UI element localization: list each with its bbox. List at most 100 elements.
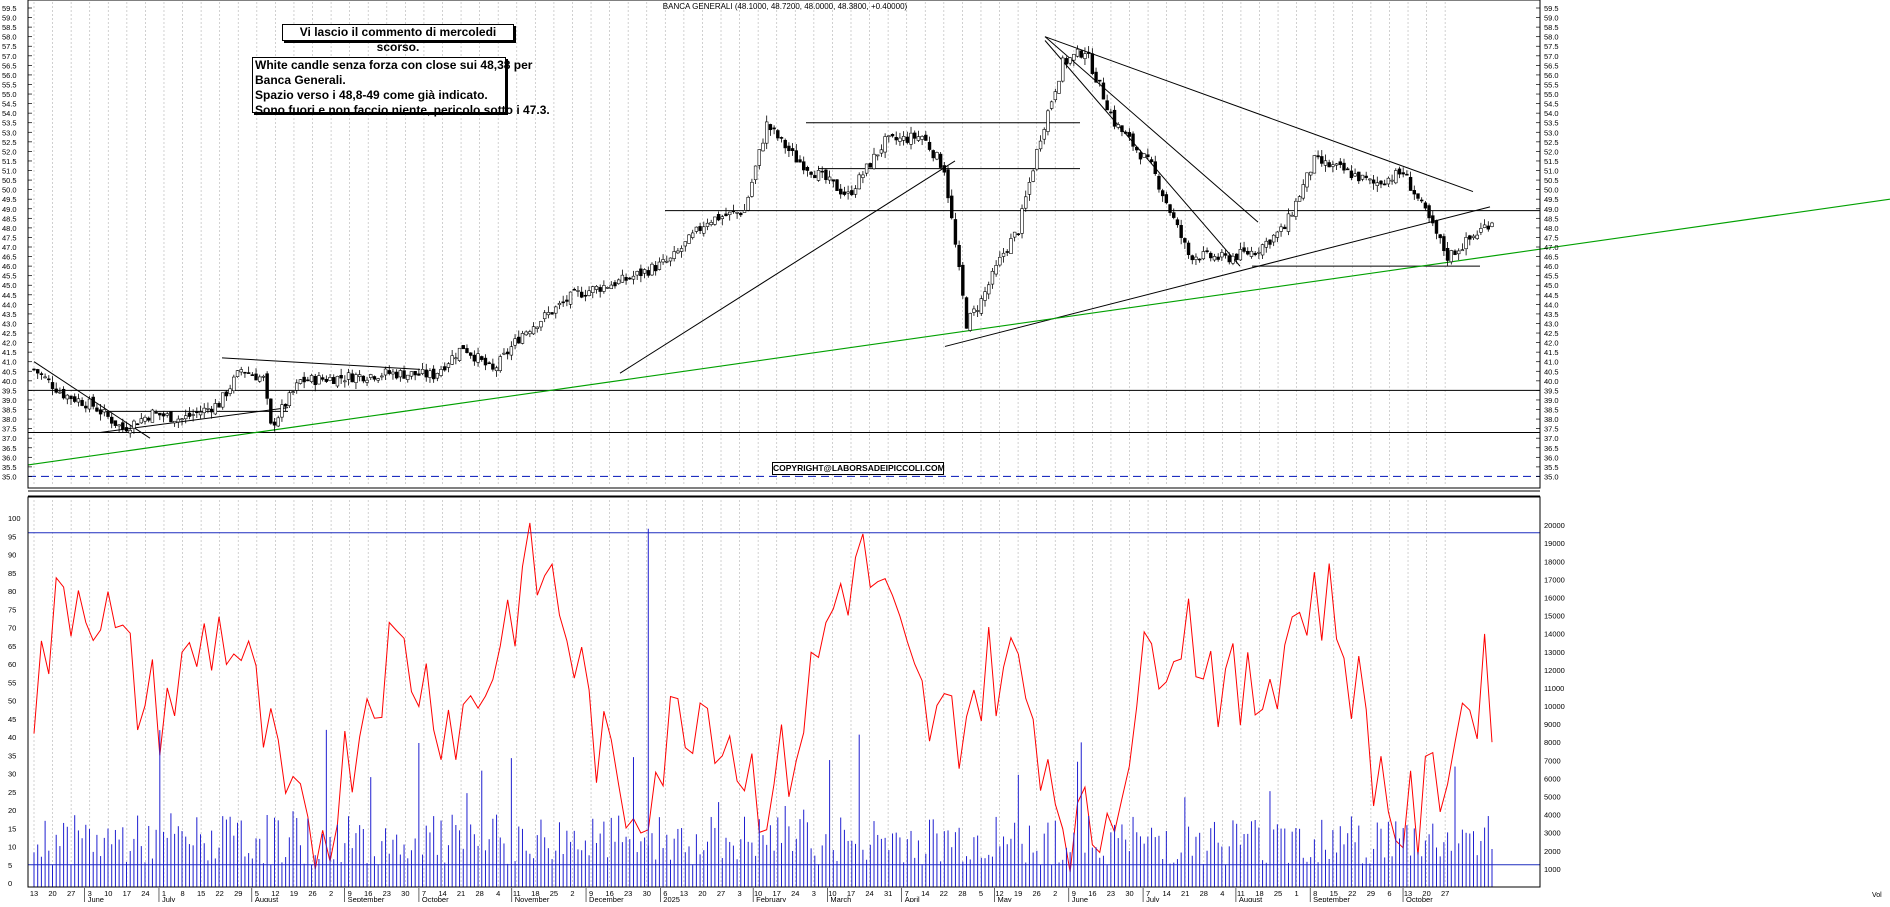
candle-body [394,371,399,379]
x-tick-label: 14 [921,889,929,898]
y-tick-label-left: 39.5 [2,386,17,395]
candle-body [1486,225,1490,230]
candle-body [1390,179,1394,182]
x-tick-label: 22 [1348,889,1356,898]
vol-tick-label: 13000 [1544,648,1565,657]
x-tick-label: 8 [180,889,184,898]
candle-body [1271,234,1276,243]
y-tick-label-right: 38.5 [1544,406,1559,415]
y-tick-label-left: 53.0 [2,128,17,137]
candle-body [1464,237,1468,250]
candle-body [1412,190,1416,195]
candle-body [1442,236,1446,252]
y-tick-label-right: 50.0 [1544,186,1559,195]
y-tick-label-right: 57.5 [1544,42,1559,51]
candle-body [357,374,362,377]
y-tick-label-left: 56.0 [2,71,17,80]
candle-body [1160,190,1165,197]
candle-body [169,411,173,423]
candle-body [872,153,876,169]
candle-body [1120,125,1124,132]
y-tick-label-right: 56.5 [1544,61,1559,70]
candle-body [887,135,891,138]
candle-body [846,191,850,194]
candle-body [172,420,177,424]
candle-body [1419,199,1424,202]
candle-body [36,369,40,374]
candle-body [1020,208,1024,234]
y-tick-label-right: 39.5 [1544,386,1559,395]
candle-body [117,424,121,427]
x-tick-label: 19 [290,889,298,898]
candle-body [1046,110,1050,132]
trend-line [1044,36,1474,193]
x-month-label: September [348,895,385,902]
y-tick-label-left: 51.0 [2,167,17,176]
x-tick-label: 1 [1295,889,1299,898]
candle-body [1286,213,1291,232]
candle-body [735,212,739,214]
y-tick-label-right: 47.5 [1544,233,1559,242]
candle-body [876,154,880,157]
osc-tick-label: 30 [8,770,16,779]
x-tick-label: 31 [884,889,892,898]
x-month-label: November [515,895,550,902]
candle-body [320,377,325,380]
candle-body [901,136,906,141]
vol-tick-label: 20000 [1544,521,1565,530]
candle-body [1190,255,1194,261]
x-tick-label: 14 [438,889,446,898]
candle-body [235,370,240,377]
candle-body [69,395,73,400]
x-tick-label: 10 [104,889,112,898]
candle-body [1401,172,1405,175]
y-tick-label-right: 41.5 [1544,348,1559,357]
candle-body [272,421,277,426]
candle-body [824,169,828,180]
trend-line [99,407,289,433]
candle-body [187,412,192,417]
candle-body [505,351,510,355]
y-tick-label-left: 45.5 [2,272,17,281]
candle-body [1035,149,1039,170]
candle-body [287,392,292,407]
vol-tick-label: 7000 [1544,756,1561,765]
osc-tick-label: 75 [8,605,16,614]
candle-body [191,414,195,416]
y-tick-label-right: 49.0 [1544,205,1559,214]
y-tick-label-right: 54.0 [1544,109,1559,118]
candle-body [1164,194,1169,204]
candle-body [65,394,70,400]
y-tick-label-right: 52.0 [1544,147,1559,156]
candle-body [1149,159,1154,163]
candle-body [687,234,691,244]
candle-body [1042,129,1046,140]
candle-body [635,271,639,276]
candle-body [1297,196,1302,202]
candle-body [1098,79,1102,82]
candle-body [298,379,303,384]
candle-body [176,418,181,423]
candle-body [50,382,55,389]
candle-body [121,422,125,430]
candle-body [724,213,728,217]
candle-body [757,149,761,166]
y-tick-label-left: 38.0 [2,415,17,424]
candle-body [291,391,295,393]
x-tick-label: 23 [624,889,632,898]
candle-body [261,375,266,378]
x-month-label: March [830,895,851,902]
x-tick-label: 25 [1274,889,1282,898]
candle-body [1168,204,1172,213]
vol-tick-label: 19000 [1544,539,1565,548]
candle-body [568,291,573,305]
y-tick-label-left: 58.5 [2,23,17,32]
candle-body [1031,170,1035,182]
x-tick-label: 17 [123,889,131,898]
y-tick-label-left: 42.0 [2,339,17,348]
candle-body [1131,133,1135,147]
y-tick-label-left: 58.0 [2,33,17,42]
candle-body [890,133,895,137]
x-month-label: July [1146,895,1160,902]
